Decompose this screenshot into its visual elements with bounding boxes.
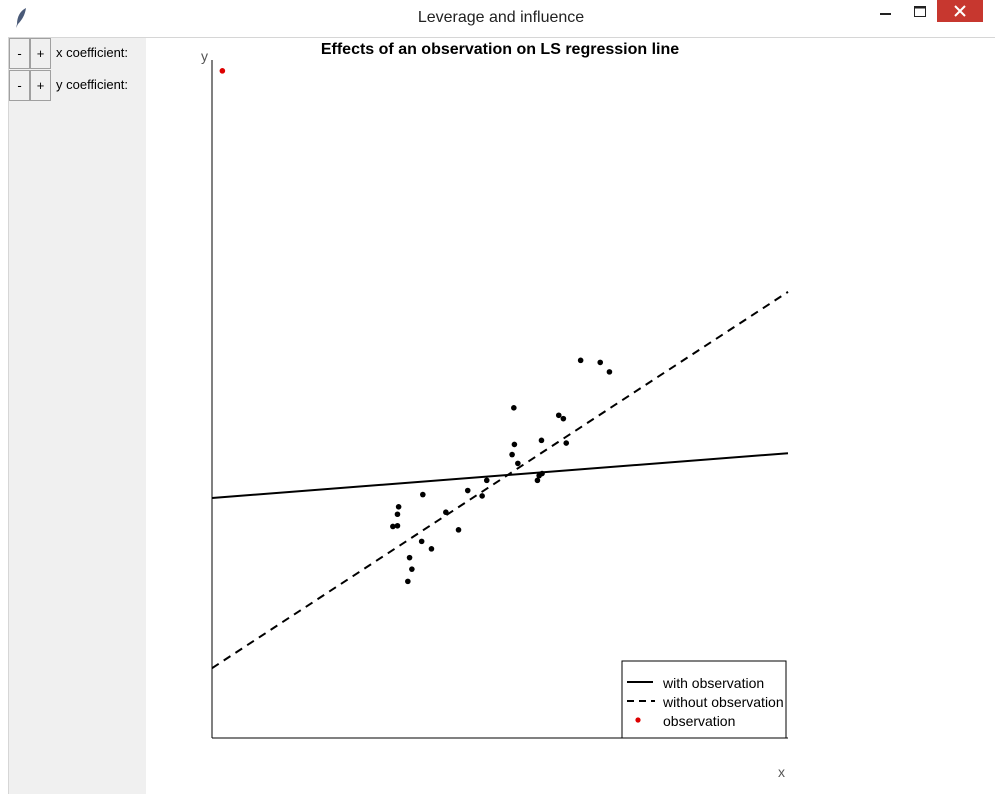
data-point bbox=[479, 493, 485, 499]
data-point bbox=[577, 357, 584, 364]
chart-title: Effects of an observation on LS regressi… bbox=[321, 41, 679, 58]
x-coefficient-increase-button[interactable]: + bbox=[30, 38, 51, 69]
y-coefficient-increase-button[interactable]: + bbox=[30, 70, 51, 101]
data-point bbox=[509, 451, 515, 458]
close-button[interactable] bbox=[937, 0, 983, 22]
y-axis-label: y bbox=[201, 48, 208, 64]
data-point bbox=[606, 369, 613, 375]
minimize-button[interactable] bbox=[868, 0, 902, 28]
data-point bbox=[534, 477, 541, 484]
data-point bbox=[563, 440, 570, 446]
y-coefficient-label: y coefficient: bbox=[56, 77, 129, 92]
data-point bbox=[597, 359, 604, 366]
control-panel: - + x coefficient: - + y coefficient: bbox=[9, 38, 146, 794]
feather-icon bbox=[16, 8, 26, 28]
data-point bbox=[405, 578, 411, 585]
regression-line-with-observation bbox=[211, 452, 789, 499]
data-point bbox=[406, 554, 413, 561]
maximize-button[interactable] bbox=[903, 0, 937, 28]
data-point bbox=[428, 546, 435, 552]
data-point bbox=[538, 437, 545, 444]
data-point bbox=[390, 523, 396, 530]
client-area: - + x coefficient: - + y coefficient: bbox=[8, 37, 995, 794]
close-icon bbox=[954, 5, 966, 17]
regression-line-without-observation bbox=[211, 291, 789, 670]
data-point bbox=[455, 527, 462, 533]
legend-marker-observation bbox=[635, 717, 641, 723]
data-point bbox=[420, 491, 426, 498]
legend-label-without-observation: without observation bbox=[662, 694, 784, 710]
data-point bbox=[394, 511, 401, 518]
maximize-icon bbox=[914, 6, 926, 17]
title-bar: Leverage and influence bbox=[0, 0, 1002, 37]
data-point bbox=[409, 566, 415, 572]
x-coefficient-decrease-button[interactable]: - bbox=[9, 38, 30, 69]
data-point bbox=[483, 477, 490, 484]
legend-label-with-observation: with observation bbox=[662, 675, 764, 691]
minimize-icon bbox=[880, 13, 891, 15]
x-coefficient-label: x coefficient: bbox=[56, 45, 129, 60]
data-point bbox=[560, 415, 567, 422]
observation-point[interactable] bbox=[219, 68, 226, 74]
data-point bbox=[418, 538, 425, 545]
y-coefficient-decrease-button[interactable]: - bbox=[9, 70, 30, 101]
data-point bbox=[511, 441, 518, 448]
data-point bbox=[394, 522, 401, 529]
data-point bbox=[464, 487, 471, 494]
data-point bbox=[515, 460, 521, 467]
data-point bbox=[511, 405, 517, 411]
legend: with observation without observation obs… bbox=[621, 660, 787, 739]
data-point bbox=[443, 509, 449, 516]
data-point bbox=[536, 472, 542, 479]
legend-box bbox=[621, 660, 787, 739]
legend-label-observation: observation bbox=[663, 713, 735, 729]
window-title: Leverage and influence bbox=[417, 9, 585, 26]
data-point bbox=[395, 504, 402, 510]
data-point bbox=[555, 412, 562, 419]
x-axis-label: x bbox=[778, 764, 785, 780]
